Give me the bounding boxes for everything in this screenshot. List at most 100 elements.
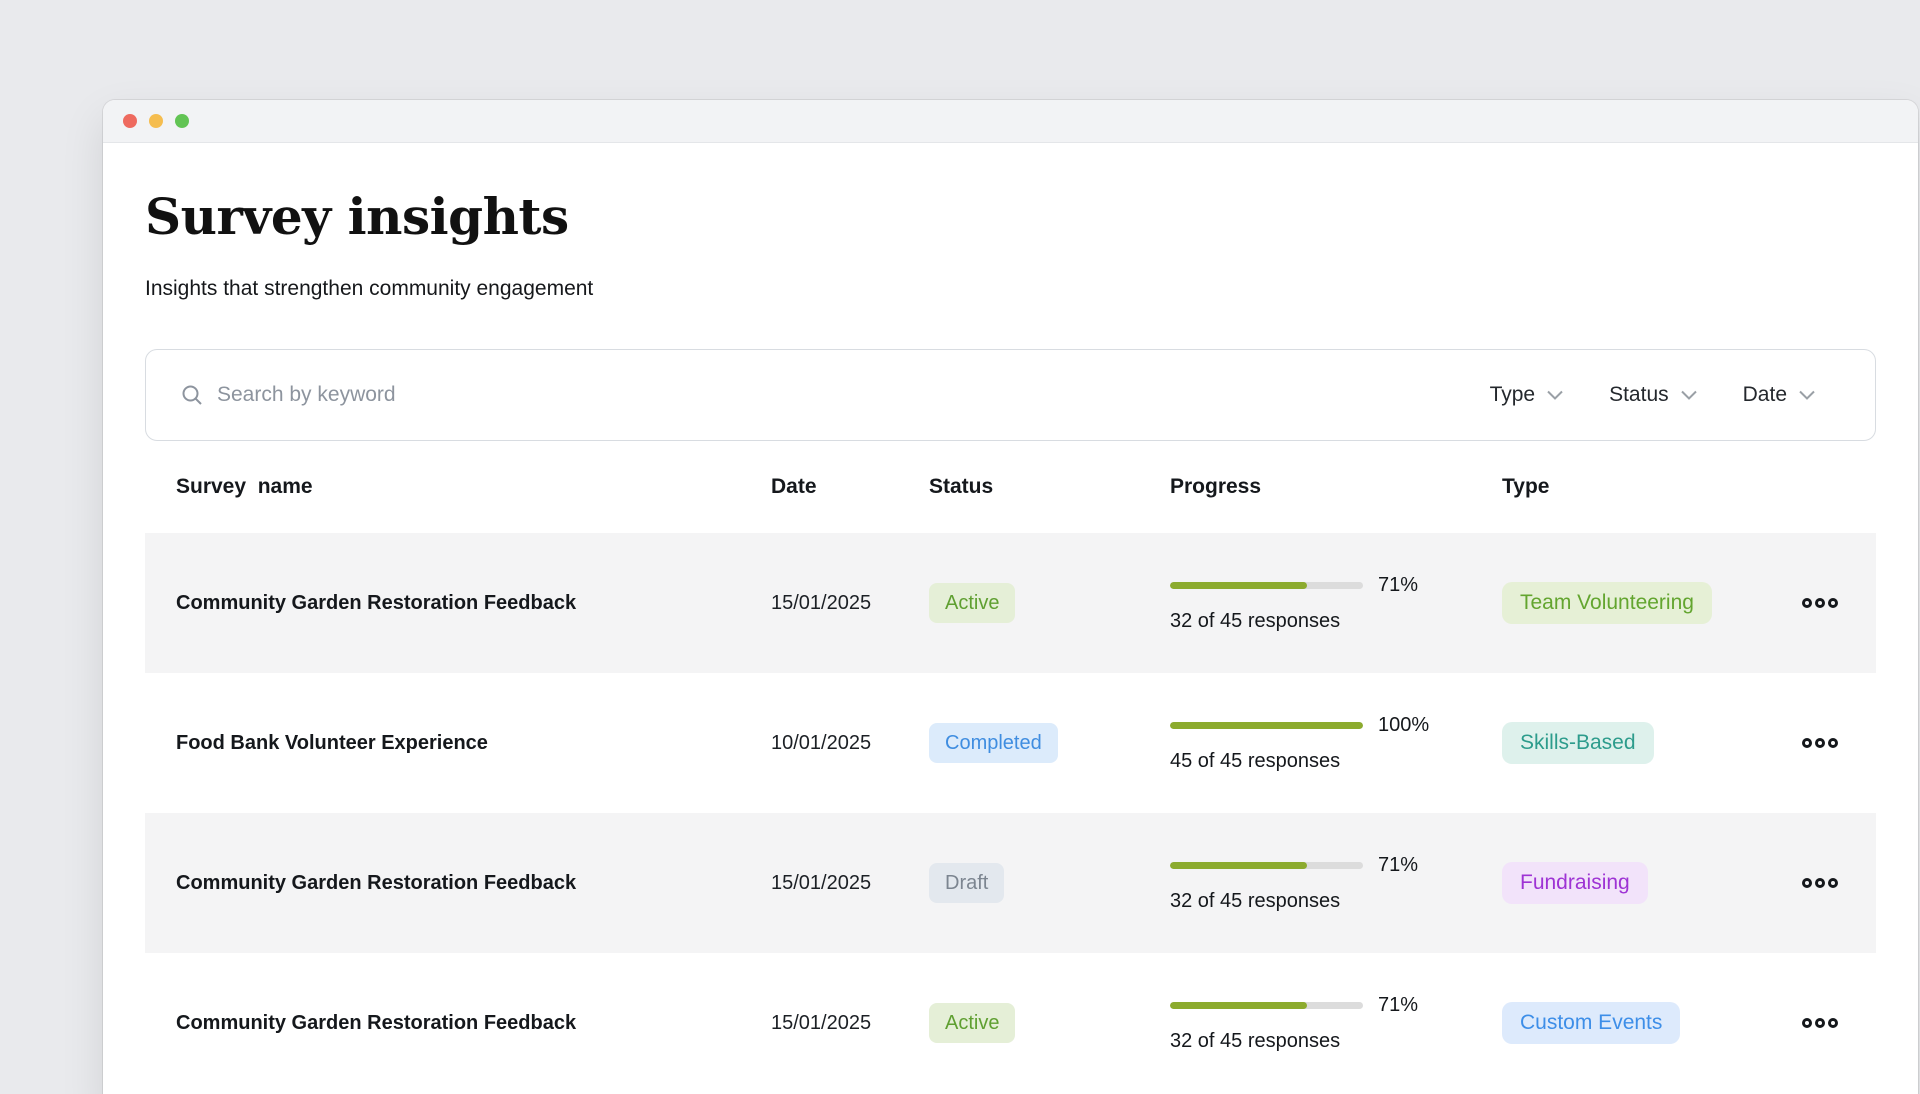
row-actions-cell [1790, 732, 1876, 754]
progress-bar-line: 71% [1170, 994, 1502, 1017]
responses-count-label: 32 of 45 responses [1170, 889, 1341, 912]
table-row: Community Garden Restoration Feedback 15/… [145, 813, 1876, 953]
row-actions-menu-button[interactable] [1796, 732, 1844, 754]
column-header-name: Survey name [176, 475, 313, 498]
filter-status-dropdown[interactable]: Status [1609, 383, 1697, 407]
filter-type-dropdown[interactable]: Type [1490, 383, 1564, 407]
close-window-button[interactable] [123, 114, 137, 128]
progress-percent-label: 71% [1378, 993, 1419, 1016]
survey-name: Community Garden Restoration Feedback [176, 591, 577, 614]
menu-dot-icon [1802, 598, 1812, 608]
table-row: Community Garden Restoration Feedback 15/… [145, 533, 1876, 673]
status-badge: Active [929, 1003, 1016, 1043]
filter-group: Type Status Date [1490, 383, 1815, 407]
row-actions-cell [1790, 872, 1876, 894]
progress-percent-label: 71% [1378, 573, 1419, 596]
page-subtitle: Insights that strengthen community engag… [145, 277, 594, 300]
survey-type-cell: Custom Events [1502, 1002, 1790, 1044]
survey-date-cell: 15/01/2025 [771, 872, 929, 895]
maximize-window-button[interactable] [175, 114, 189, 128]
survey-status-cell: Active [929, 1003, 1170, 1043]
menu-dot-icon [1828, 738, 1838, 748]
survey-type-cell: Skills-Based [1502, 722, 1790, 764]
survey-date-cell: 15/01/2025 [771, 592, 929, 615]
survey-status-cell: Active [929, 583, 1170, 623]
row-actions-menu-button[interactable] [1796, 872, 1844, 894]
progress-bar-fill [1170, 1001, 1308, 1009]
status-badge: Draft [929, 863, 1005, 903]
search-icon [182, 385, 202, 405]
menu-dot-icon [1802, 1018, 1812, 1028]
survey-type-cell: Fundraising [1502, 862, 1790, 904]
column-header-progress: Progress [1170, 475, 1262, 498]
type-badge: Skills-Based [1502, 722, 1654, 764]
survey-date-cell: 15/01/2025 [771, 1012, 929, 1035]
filter-label: Date [1742, 383, 1787, 406]
menu-dot-icon [1828, 1018, 1838, 1028]
survey-name-cell: Community Garden Restoration Feedback [145, 872, 771, 895]
progress-bar-track [1170, 1001, 1363, 1009]
filter-date-dropdown[interactable]: Date [1743, 383, 1815, 407]
row-actions-cell [1790, 1012, 1876, 1034]
survey-progress-cell: 71% 32 of 45 responses [1170, 854, 1502, 913]
survey-progress-cell: 100% 45 of 45 responses [1170, 714, 1502, 773]
survey-status-cell: Draft [929, 863, 1170, 903]
responses-count-label: 32 of 45 responses [1170, 1029, 1341, 1052]
type-badge: Custom Events [1502, 1002, 1681, 1044]
column-header-status: Status [929, 475, 994, 498]
progress-bar-line: 71% [1170, 574, 1502, 597]
survey-date: 15/01/2025 [771, 871, 872, 894]
menu-dot-icon [1828, 878, 1838, 888]
progress-bar-line: 71% [1170, 854, 1502, 877]
survey-name-cell: Food Bank Volunteer Experience [145, 732, 771, 755]
responses-count-label: 45 of 45 responses [1170, 749, 1341, 772]
menu-dot-icon [1815, 1018, 1825, 1028]
survey-type-cell: Team Volunteering [1502, 582, 1790, 624]
progress-bar-track [1170, 721, 1363, 729]
chevron-down-icon [1799, 390, 1815, 400]
survey-status-cell: Completed [929, 723, 1170, 763]
menu-dot-icon [1815, 738, 1825, 748]
menu-dot-icon [1802, 878, 1812, 888]
menu-dot-icon [1815, 878, 1825, 888]
chevron-down-icon [1680, 390, 1697, 400]
page-content: Survey insights Insights that strengthen… [103, 183, 1918, 1093]
survey-date: 15/01/2025 [771, 591, 872, 614]
survey-name-cell: Community Garden Restoration Feedback [145, 592, 771, 615]
column-header-date: Date [771, 475, 817, 498]
survey-date-cell: 10/01/2025 [771, 732, 929, 755]
table-header-row: Survey name Date Status Progress Type [145, 441, 1876, 533]
page-title: Survey insights [145, 187, 569, 246]
search-input[interactable] [217, 383, 1490, 407]
window-titlebar [103, 100, 1918, 143]
progress-bar-line: 100% [1170, 714, 1502, 737]
table-row: Community Garden Restoration Feedback 15/… [145, 953, 1876, 1093]
menu-dot-icon [1802, 738, 1812, 748]
filter-label: Type [1489, 383, 1536, 406]
responses-count-label: 32 of 45 responses [1170, 609, 1341, 632]
table-row: Food Bank Volunteer Experience 10/01/2025… [145, 673, 1876, 813]
chevron-down-icon [1547, 390, 1563, 400]
type-badge: Fundraising [1502, 862, 1648, 904]
filter-label: Status [1609, 383, 1669, 406]
progress-bar-track [1170, 861, 1363, 869]
row-actions-menu-button[interactable] [1796, 1012, 1844, 1034]
progress-bar-fill [1170, 581, 1308, 589]
survey-name: Community Garden Restoration Feedback [176, 1011, 577, 1034]
surveys-table: Survey name Date Status Progress Type Commun… [145, 441, 1876, 1093]
survey-date: 10/01/2025 [771, 731, 872, 754]
progress-percent-label: 71% [1378, 853, 1419, 876]
status-badge: Active [929, 583, 1016, 623]
survey-progress-cell: 71% 32 of 45 responses [1170, 574, 1502, 633]
row-actions-menu-button[interactable] [1796, 592, 1844, 614]
column-header-type: Type [1502, 475, 1550, 498]
status-badge: Completed [929, 723, 1058, 763]
search-bar: Type Status Date [145, 349, 1876, 441]
survey-name-cell: Community Garden Restoration Feedback [145, 1012, 771, 1035]
progress-bar-fill [1170, 861, 1308, 869]
survey-progress-cell: 71% 32 of 45 responses [1170, 994, 1502, 1053]
progress-percent-label: 100% [1378, 713, 1430, 736]
minimize-window-button[interactable] [149, 114, 163, 128]
survey-date: 15/01/2025 [771, 1011, 872, 1034]
menu-dot-icon [1815, 598, 1825, 608]
